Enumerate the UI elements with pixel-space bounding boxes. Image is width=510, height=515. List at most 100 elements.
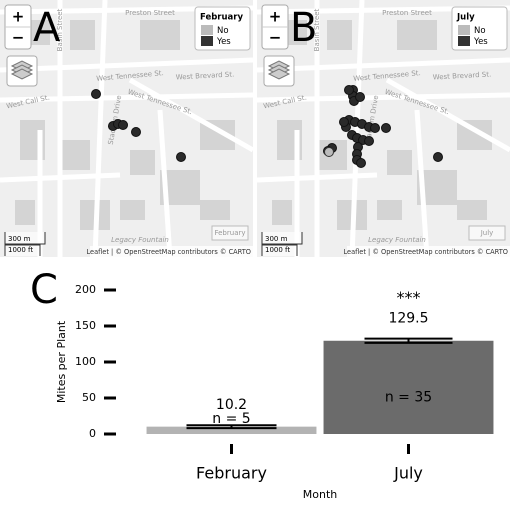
significance-label: *** (397, 288, 421, 307)
legend-swatch (201, 25, 213, 35)
x-tick-label: July (393, 464, 423, 483)
legend-title: July (456, 13, 475, 23)
street-label: West Brevard St. (176, 70, 235, 81)
sample-point (370, 123, 380, 133)
legend-item: No (217, 26, 229, 36)
street-label: Preston Street (382, 9, 432, 17)
sample-point (339, 117, 349, 127)
value-label: 10.2 (216, 397, 247, 413)
road (385, 77, 510, 153)
road (92, 0, 108, 258)
bar (146, 426, 317, 434)
building (377, 200, 402, 220)
legend-title: February (200, 13, 243, 23)
building (15, 200, 35, 225)
legend-item: Yes (216, 37, 231, 47)
sample-point (118, 120, 128, 130)
sample-point (355, 92, 365, 102)
building (140, 20, 180, 50)
legend-item: No (474, 26, 486, 36)
scale-label: 300 m (265, 235, 288, 243)
y-tick-label: 0 (89, 427, 96, 440)
x-tick-label: February (196, 464, 267, 483)
sample-point (131, 127, 141, 137)
road (256, 57, 510, 73)
street-label: West Brevard St. (433, 70, 492, 81)
scale-label: 1000 ft (8, 246, 33, 254)
road (0, 92, 254, 103)
value-label: 129.5 (388, 311, 428, 327)
zoom-button[interactable]: + (12, 8, 25, 26)
corner-label: February (214, 229, 245, 237)
corner-label-box (211, 225, 249, 241)
scale-label: 1000 ft (265, 246, 290, 254)
x-axis-label: Month (303, 488, 338, 501)
corner-label-box (468, 225, 506, 241)
sample-point (356, 158, 366, 168)
legend-swatch (458, 25, 470, 35)
zoom-button[interactable]: − (12, 29, 25, 47)
sample-point (433, 152, 443, 162)
attribution: Leaflet | © OpenStreetMap contributors ©… (86, 248, 251, 256)
road (0, 172, 121, 183)
sample-point (381, 123, 391, 133)
road (256, 92, 510, 103)
bar (323, 340, 494, 434)
layers-icon (10, 68, 34, 80)
building (272, 200, 292, 225)
street-label: Basin Street (313, 8, 321, 51)
road (256, 172, 378, 183)
attribution-bg (347, 246, 510, 257)
scale-bar (4, 232, 46, 245)
zoom-button[interactable]: + (269, 8, 282, 26)
y-tick-label: 50 (82, 391, 96, 404)
scale-label: 300 m (8, 235, 31, 243)
legend-swatch (458, 36, 470, 46)
layers-icon (267, 68, 291, 80)
scale-bar (4, 244, 41, 256)
road (157, 109, 173, 258)
building (120, 200, 145, 220)
road (0, 57, 254, 73)
building (60, 140, 90, 170)
building (397, 20, 437, 50)
y-axis-label: Mites per Plant (55, 320, 68, 403)
zoom-button[interactable]: − (269, 29, 282, 47)
building (387, 150, 412, 175)
n-label: n = 35 (385, 389, 432, 405)
sample-point-no (324, 147, 334, 157)
scale-bar (261, 244, 298, 256)
panel-label: A (33, 5, 61, 51)
street-label: Basin Street (56, 8, 64, 51)
building (200, 200, 230, 220)
y-tick-label: 150 (75, 319, 96, 332)
attribution: Leaflet | © OpenStreetMap contributors ©… (343, 248, 508, 256)
street-label: Preston Street (125, 9, 175, 17)
panel-label: C (30, 267, 58, 313)
sample-point (176, 152, 186, 162)
building (70, 20, 95, 50)
street-label: Legacy Fountain (111, 236, 169, 244)
y-tick-label: 200 (75, 283, 96, 296)
building (457, 200, 487, 220)
legend-swatch (201, 36, 213, 46)
sample-point (364, 136, 374, 146)
panel-label: B (290, 5, 317, 51)
road (414, 109, 430, 258)
street-label: Legacy Fountain (368, 236, 426, 244)
road (349, 0, 365, 258)
y-tick-label: 100 (75, 355, 96, 368)
legend-item: Yes (473, 37, 488, 47)
sample-point (91, 89, 101, 99)
sample-point (344, 85, 354, 95)
building (130, 150, 155, 175)
scale-bar (261, 232, 303, 245)
corner-label: July (480, 229, 494, 237)
n-label: n = 5 (212, 411, 250, 427)
road (128, 77, 255, 153)
building (327, 20, 352, 50)
attribution-bg (90, 246, 253, 257)
